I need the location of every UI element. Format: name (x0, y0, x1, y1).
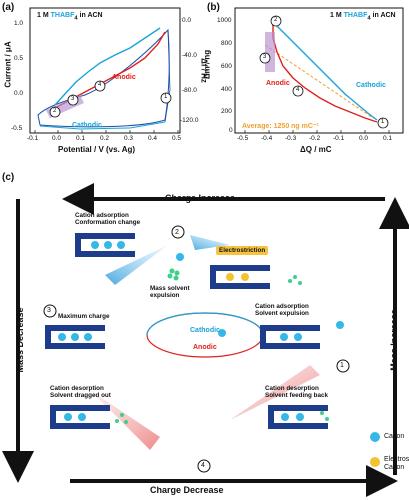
panel-b-ytick: 0 (229, 127, 233, 134)
panel-b-ytick: 1000 (217, 17, 232, 24)
panel-b-cathodic-label: Cathodic (356, 82, 386, 89)
panel-b-xtick: -0.3 (285, 135, 297, 142)
panel-a-ytick: 0.5 (14, 55, 24, 62)
panel-b-chart (234, 7, 404, 134)
panel-b-average: Average: 1250 ng mC⁻¹ (242, 123, 319, 130)
panel-a-chart (29, 7, 181, 134)
panel-a-xtick: 0.3 (124, 135, 134, 142)
panel-a-cathodic-label: Cathodic (72, 122, 102, 129)
panel-a-xtick: 0.2 (100, 135, 110, 142)
charge-increase-label: Charge Increase (165, 193, 236, 203)
panel-b-ylabel: Δm / ng (202, 49, 212, 80)
panel-a-anodic-label: Anodic (112, 74, 136, 81)
panel-b-label: (b) (207, 2, 220, 13)
step-2-caption: Cation adsorption Conformation change (75, 212, 141, 226)
panel-b-ytick: 400 (221, 86, 232, 93)
panel-a-ytick: 0.0 (14, 90, 24, 97)
panel-b-xtick: -0.4 (261, 135, 273, 142)
legend-electrostricted: ElectrostrictedCation (384, 456, 409, 471)
panel-a-xtick: 0.5 (172, 135, 182, 142)
step-1-caption: Cation adsorption Solvent expulsion (255, 303, 309, 317)
panel-b-point-4: 4 (296, 87, 300, 93)
panel-a-ytick-right: -40.0 (182, 52, 197, 59)
mass-increase-label: Mass Increase (389, 309, 399, 371)
panel-b-point-1: 1 (381, 119, 385, 125)
panel-a-point-3: 3 (71, 96, 75, 102)
panel-a-point-2: 2 (53, 108, 57, 114)
panel-a-ytick-right: 0.0 (182, 17, 192, 24)
panel-a-xtick: 0.0 (52, 135, 62, 142)
panel-b-legend: 1 M THABF4 in ACN (330, 12, 396, 22)
step-4-number: 4 (201, 462, 205, 469)
panel-a-label: (a) (2, 2, 15, 13)
panel-c-label: (c) (2, 172, 15, 183)
panel-b-ytick: 800 (221, 40, 232, 47)
step-2-number: 2 (175, 229, 179, 236)
panel-b-xtick: 0.0 (359, 135, 369, 142)
panel-c-frame (2, 183, 409, 497)
panel-a-xtick: -0.1 (27, 135, 39, 142)
panel-b-xtick: -0.5 (237, 135, 249, 142)
panel-a-ytick-right: -120.0 (180, 117, 199, 124)
step-1-number: 1 (340, 362, 344, 369)
mass-decrease-label: Mass Decrease (15, 307, 25, 373)
center-cathodic-label: Cathodic (190, 327, 220, 334)
step-3-caption: Maximum charge (58, 313, 110, 320)
panel-a-legend: 1 M THABF4 in ACN (37, 12, 103, 22)
panel-b-xtick: 0.1 (383, 135, 393, 142)
panel-b-point-3: 3 (263, 54, 267, 60)
panel-b-xlabel: ΔQ / mC (300, 145, 332, 154)
panel-a-ylabel: Current / μA (3, 41, 13, 88)
step-4a-caption: Cation desorption Solvent dragged out (50, 385, 111, 399)
charge-decrease-label: Charge Decrease (150, 485, 224, 495)
panel-b-ytick: 600 (221, 63, 232, 70)
legend-cation: Cation (384, 433, 405, 440)
step-3-number: 3 (47, 307, 51, 314)
panel-b-ytick: 200 (221, 108, 232, 115)
panel-b-point-2: 2 (274, 17, 278, 23)
mass-solvent-caption: Mass solvent expulsion (150, 285, 190, 299)
panel-a-point-4: 4 (98, 82, 102, 88)
panel-a-ytick: 1.0 (14, 20, 24, 27)
step-4b-caption: Cation desorption Solvent feeding back (265, 385, 328, 399)
panel-a-xlabel: Potential / V (vs. Ag) (58, 145, 136, 154)
panel-b-xtick: -0.2 (309, 135, 321, 142)
panel-a-ytick-right: -80.0 (182, 87, 197, 94)
panel-a-xtick: 0.4 (148, 135, 158, 142)
panel-a-xtick: 0.1 (76, 135, 86, 142)
panel-b-anodic-label: Anodic (266, 80, 290, 87)
panel-a-ytick: -0.5 (11, 125, 23, 132)
panel-a-point-1: 1 (164, 94, 168, 100)
panel-b-xtick: -0.1 (333, 135, 345, 142)
center-anodic-label: Anodic (193, 344, 217, 351)
electrostriction-badge: Electrostriction (216, 246, 269, 255)
